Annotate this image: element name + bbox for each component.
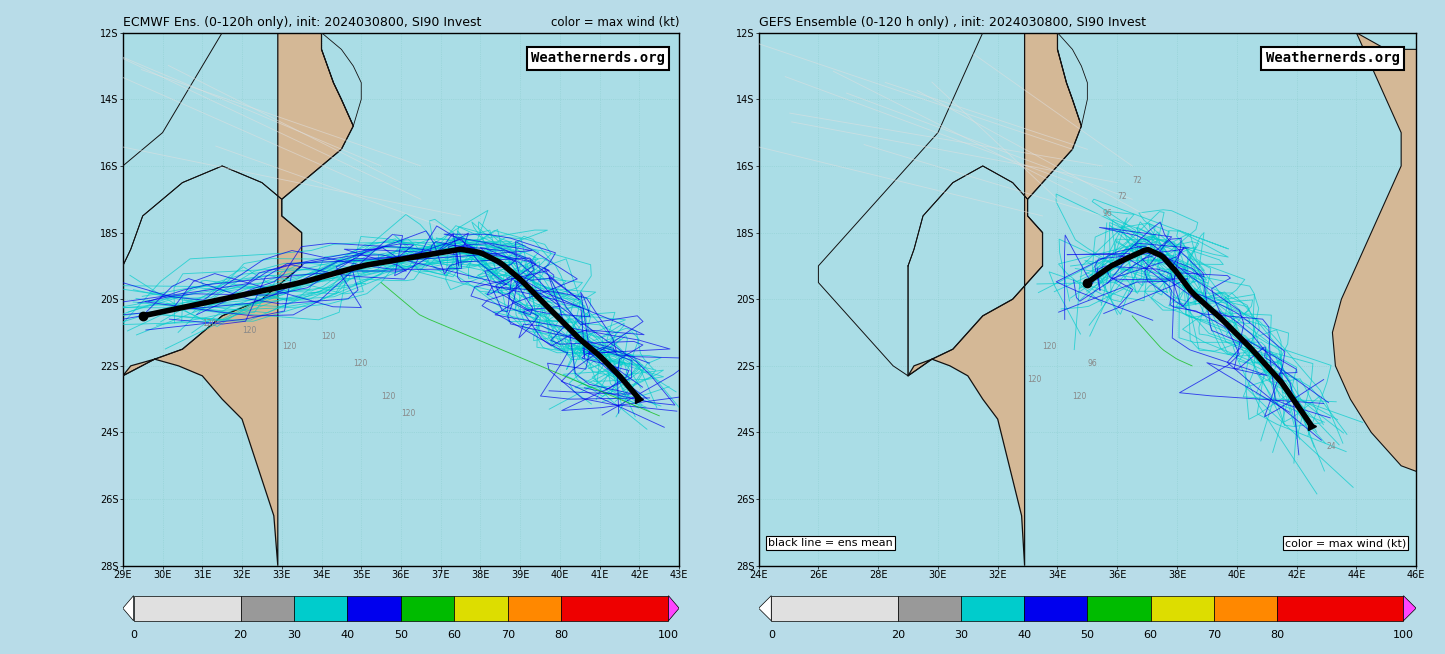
Polygon shape — [1403, 596, 1416, 621]
Polygon shape — [669, 596, 679, 621]
Text: 60: 60 — [1143, 630, 1157, 640]
Text: 100: 100 — [657, 630, 679, 640]
Text: 120: 120 — [282, 342, 296, 351]
Text: 20: 20 — [890, 630, 905, 640]
Bar — [293, 596, 347, 621]
Polygon shape — [123, 0, 568, 566]
Text: 96: 96 — [1103, 209, 1113, 218]
Text: 30: 30 — [954, 630, 968, 640]
Text: 50: 50 — [394, 630, 407, 640]
Text: color = max wind (kt): color = max wind (kt) — [1285, 538, 1406, 548]
Text: 50: 50 — [1081, 630, 1094, 640]
Polygon shape — [1332, 33, 1445, 483]
Text: 120: 120 — [1072, 392, 1087, 401]
Bar — [897, 596, 961, 621]
Bar — [1150, 596, 1214, 621]
Text: 120: 120 — [243, 326, 256, 334]
Text: 30: 30 — [288, 630, 301, 640]
Text: 20: 20 — [234, 630, 247, 640]
Polygon shape — [759, 596, 772, 621]
Text: 40: 40 — [341, 630, 354, 640]
Text: 70: 70 — [1207, 630, 1221, 640]
Bar — [1277, 596, 1403, 621]
Text: 70: 70 — [501, 630, 514, 640]
Text: 0: 0 — [130, 630, 137, 640]
Text: 120: 120 — [1027, 375, 1042, 385]
Text: 120: 120 — [322, 332, 335, 341]
Bar — [509, 596, 562, 621]
Bar — [347, 596, 402, 621]
Text: 120: 120 — [202, 319, 217, 328]
Text: 60: 60 — [448, 630, 461, 640]
Text: 120: 120 — [353, 359, 367, 368]
Polygon shape — [907, 0, 1243, 566]
Bar — [1025, 596, 1087, 621]
Text: 120: 120 — [402, 409, 415, 418]
Text: 72: 72 — [1117, 192, 1127, 201]
Bar — [562, 596, 669, 621]
Bar — [240, 596, 293, 621]
Text: 72: 72 — [1133, 176, 1142, 184]
Text: Weathernerds.org: Weathernerds.org — [532, 52, 665, 65]
Text: 24: 24 — [1327, 442, 1337, 451]
Text: ECMWF Ens. (0-120h only), init: 2024030800, SI90 Invest: ECMWF Ens. (0-120h only), init: 20240308… — [123, 16, 481, 29]
Bar — [133, 596, 240, 621]
Text: 96: 96 — [1088, 359, 1097, 368]
Bar — [772, 596, 897, 621]
Text: GEFS Ensemble (0-120 h only) , init: 2024030800, SI90 Invest: GEFS Ensemble (0-120 h only) , init: 202… — [759, 16, 1146, 29]
Text: 0: 0 — [767, 630, 775, 640]
Text: 100: 100 — [1393, 630, 1415, 640]
Text: Weathernerds.org: Weathernerds.org — [1266, 52, 1400, 65]
Text: color = max wind (kt): color = max wind (kt) — [551, 16, 679, 29]
Polygon shape — [123, 596, 133, 621]
Text: 80: 80 — [555, 630, 568, 640]
Text: 40: 40 — [1017, 630, 1032, 640]
Bar — [1214, 596, 1277, 621]
Text: 120: 120 — [381, 392, 396, 401]
Bar — [455, 596, 509, 621]
Bar — [961, 596, 1025, 621]
Text: black line = ens mean: black line = ens mean — [769, 538, 893, 548]
Text: 120: 120 — [1042, 342, 1056, 351]
Text: 80: 80 — [1270, 630, 1285, 640]
Polygon shape — [688, 33, 977, 483]
Bar — [1087, 596, 1150, 621]
Bar — [402, 596, 455, 621]
